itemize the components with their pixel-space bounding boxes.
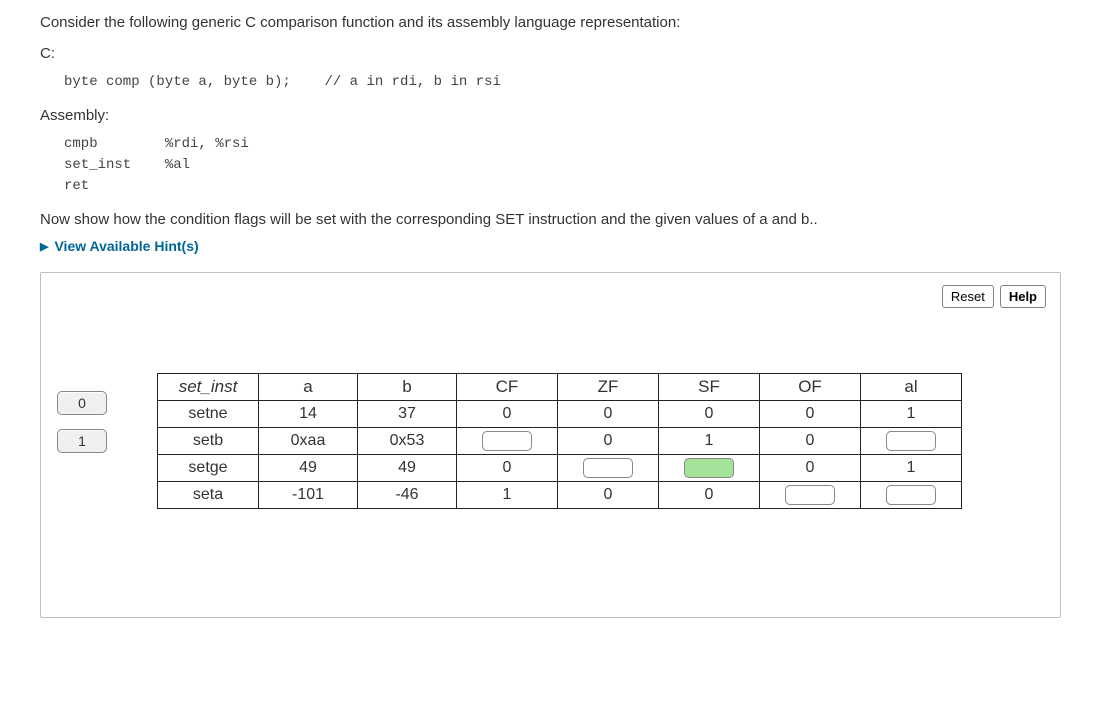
- cell-cf: 1: [457, 482, 558, 509]
- flags-table: set_inst a b CF ZF SF OF al setne1437000…: [157, 373, 962, 509]
- cell-cf[interactable]: [457, 428, 558, 455]
- cell-a: 0xaa: [259, 428, 358, 455]
- cell-a: -101: [259, 482, 358, 509]
- cell-al[interactable]: [861, 428, 962, 455]
- header-al: al: [861, 374, 962, 401]
- cell-inst: setne: [158, 401, 259, 428]
- cell-zf: 0: [558, 482, 659, 509]
- cell-sf[interactable]: [659, 455, 760, 482]
- header-a: a: [259, 374, 358, 401]
- table-row: setne143700001: [158, 401, 962, 428]
- reset-button[interactable]: Reset: [942, 285, 994, 308]
- cell-a: 49: [259, 455, 358, 482]
- cell-zf: 0: [558, 428, 659, 455]
- cell-sf: 0: [659, 401, 760, 428]
- c-label: C:: [40, 45, 1061, 62]
- work-area: 0 1 set_inst a b CF ZF SF OF al s: [57, 373, 1044, 509]
- header-sf: SF: [659, 374, 760, 401]
- triangle-right-icon: ▶: [40, 240, 48, 253]
- assembly-code: cmpb %rdi, %rsi set_inst %al ret: [64, 134, 1061, 197]
- assembly-label: Assembly:: [40, 107, 1061, 124]
- drop-slot[interactable]: [482, 431, 532, 451]
- cell-zf[interactable]: [558, 455, 659, 482]
- cell-al: 1: [861, 455, 962, 482]
- cell-al: 1: [861, 401, 962, 428]
- drop-slot[interactable]: [583, 458, 633, 478]
- bank-tile-0[interactable]: 0: [57, 391, 107, 415]
- tile-bank: 0 1: [57, 391, 107, 453]
- cell-a: 14: [259, 401, 358, 428]
- cell-sf: 1: [659, 428, 760, 455]
- cell-sf: 0: [659, 482, 760, 509]
- table-row: setb0xaa0x53 010: [158, 428, 962, 455]
- table-header-row: set_inst a b CF ZF SF OF al: [158, 374, 962, 401]
- bank-tile-1[interactable]: 1: [57, 429, 107, 453]
- table-row: setge4949001: [158, 455, 962, 482]
- question-intro: Consider the following generic C compari…: [40, 14, 1061, 31]
- cell-cf: 0: [457, 401, 558, 428]
- cell-cf: 0: [457, 455, 558, 482]
- task-text: Now show how the condition flags will be…: [40, 211, 1061, 228]
- cell-b: 49: [358, 455, 457, 482]
- cell-b: -46: [358, 482, 457, 509]
- drop-slot[interactable]: [684, 458, 734, 478]
- cell-al[interactable]: [861, 482, 962, 509]
- question-page: Consider the following generic C compari…: [0, 0, 1101, 720]
- header-b: b: [358, 374, 457, 401]
- drop-slot[interactable]: [785, 485, 835, 505]
- cell-inst: setb: [158, 428, 259, 455]
- cell-inst: setge: [158, 455, 259, 482]
- header-cf: CF: [457, 374, 558, 401]
- table-row: seta-101-46100: [158, 482, 962, 509]
- panel-button-row: Reset Help: [942, 285, 1046, 308]
- view-hints-label: View Available Hint(s): [54, 238, 198, 254]
- cell-of: 0: [760, 455, 861, 482]
- cell-of: 0: [760, 428, 861, 455]
- drop-slot[interactable]: [886, 485, 936, 505]
- cell-inst: seta: [158, 482, 259, 509]
- help-button[interactable]: Help: [1000, 285, 1046, 308]
- answer-panel: Reset Help 0 1 set_inst a b CF ZF SF OF: [40, 272, 1061, 618]
- header-set-inst: set_inst: [158, 374, 259, 401]
- cell-of[interactable]: [760, 482, 861, 509]
- header-of: OF: [760, 374, 861, 401]
- cell-zf: 0: [558, 401, 659, 428]
- cell-b: 0x53: [358, 428, 457, 455]
- c-code: byte comp (byte a, byte b); // a in rdi,…: [64, 72, 1061, 93]
- header-zf: ZF: [558, 374, 659, 401]
- cell-of: 0: [760, 401, 861, 428]
- view-hints-toggle[interactable]: ▶ View Available Hint(s): [40, 238, 1061, 254]
- drop-slot[interactable]: [886, 431, 936, 451]
- cell-b: 37: [358, 401, 457, 428]
